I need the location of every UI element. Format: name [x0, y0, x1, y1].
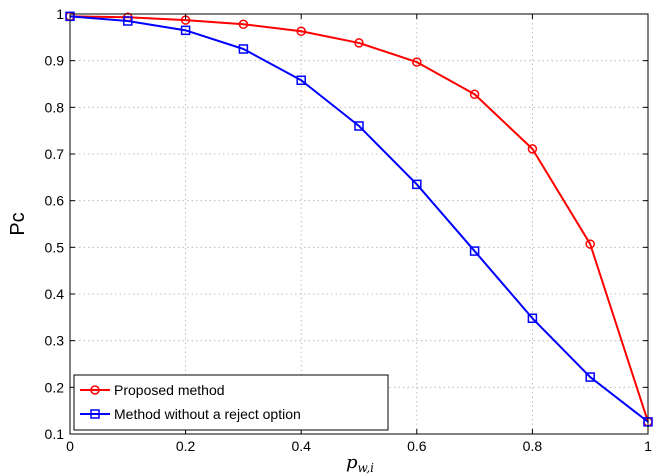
y-tick-label: 0.4	[45, 286, 65, 302]
y-axis-label: Pc	[7, 212, 29, 235]
x-tick-label: 0.2	[176, 438, 196, 454]
x-axis-label: pw,i	[346, 452, 374, 475]
y-tick-label: 0.8	[45, 99, 65, 115]
x-tick-label: 1	[644, 438, 652, 454]
data-point	[238, 19, 249, 30]
data-point	[585, 239, 595, 249]
y-tick-label: 0.3	[45, 333, 65, 349]
y-tick-label: 0.6	[45, 193, 65, 209]
series-layer	[65, 11, 653, 427]
data-point	[469, 89, 480, 100]
data-point	[180, 25, 191, 36]
x-tick-label: 0.6	[407, 438, 427, 454]
data-point	[585, 372, 595, 382]
data-point	[412, 179, 422, 190]
x-axis-label-base: p	[346, 452, 358, 473]
legend-marker-without-reject	[90, 409, 100, 419]
data-point	[238, 44, 249, 54]
data-point	[469, 246, 480, 256]
legend-box	[73, 374, 389, 431]
plot-area	[70, 14, 648, 434]
legend-marker-proposed	[90, 385, 100, 395]
data-point	[412, 57, 422, 67]
y-tick-label: 0.1	[45, 426, 65, 442]
y-tick-label: 0.9	[45, 53, 65, 69]
x-axis-label-subscript: w,i	[358, 461, 375, 475]
x-tick-label: 0	[66, 438, 74, 454]
plot-frame	[69, 13, 649, 435]
series-2	[65, 11, 653, 427]
data-point	[527, 144, 538, 154]
data-point	[123, 16, 133, 26]
data-point	[296, 75, 306, 86]
ticks: 0 0.2 0.4 0.6 0.8 1 0.1 0.2 0.3 0.4 0.5 0.6 0.7 0.8 0.…	[45, 6, 653, 454]
x-tick-label: 0.8	[523, 438, 543, 454]
series-1	[65, 11, 653, 427]
x-tick-label: 0.4	[291, 438, 311, 454]
legend-label-without-reject: Method without a reject option	[114, 406, 301, 422]
legend: Proposed method Method without a reject …	[73, 374, 389, 431]
y-tick-label: 0.7	[45, 146, 65, 162]
data-point	[296, 26, 306, 37]
legend-entry-proposed: Proposed method	[80, 382, 225, 398]
legend-label-proposed: Proposed method	[114, 382, 225, 398]
y-tick-label: 0.2	[45, 379, 65, 395]
data-point	[527, 313, 538, 324]
data-point	[354, 38, 364, 48]
data-point	[354, 121, 364, 131]
series-line	[69, 15, 649, 423]
y-tick-label: 0.5	[45, 239, 65, 255]
legend-entry-without-reject: Method without a reject option	[80, 406, 301, 422]
y-tick-label: 1	[56, 6, 64, 22]
grid	[70, 14, 648, 434]
series-line	[69, 15, 649, 423]
